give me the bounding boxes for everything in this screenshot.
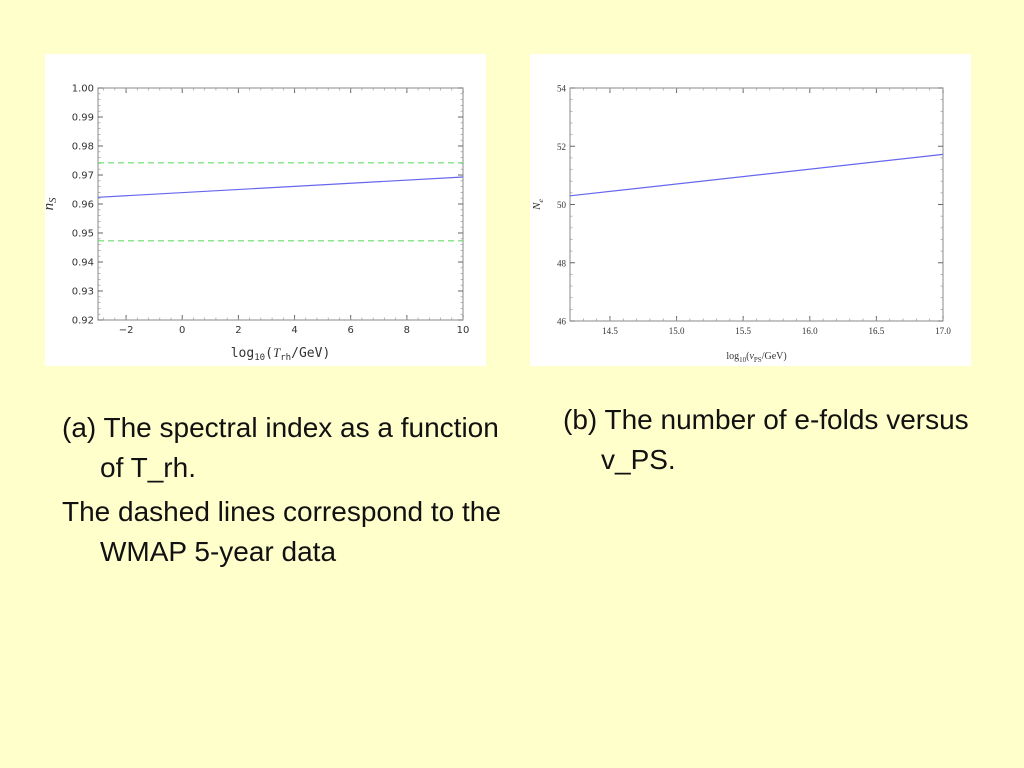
chart-a-y-axis-label: nS <box>45 197 59 211</box>
caption-b-title: (b) The number of e-folds versus v_PS. <box>563 404 969 475</box>
chart-a-y-tick-label: 0.98 <box>72 142 94 153</box>
chart-b-plot-frame <box>569 87 944 322</box>
chart-b-panel: 46 48 50 52 54 14.5 15.0 15.5 16.0 16.5 17.0 log10(… <box>530 54 971 366</box>
chart-b-series-line-0 <box>569 153 944 197</box>
chart-a-plot-frame <box>97 87 464 321</box>
chart-b-x-axis-label: log10(vPS/GeV) <box>726 351 786 364</box>
caption-a-note: The dashed lines correspond to the WMAP … <box>62 496 501 567</box>
chart-a-x-tick-label: 10 <box>457 325 470 336</box>
chart-b-y-tick-label: 50 <box>557 200 567 210</box>
chart-a-y-tick-label: 0.94 <box>72 258 94 269</box>
caption-b: (b) The number of e-folds versus v_PS. <box>563 400 983 480</box>
chart-b-x-tick-label: 16.5 <box>869 326 885 336</box>
chart-a-x-tick-label: 0 <box>179 325 185 336</box>
chart-b-x-tick-label: 14.5 <box>602 326 618 336</box>
chart-a-y-tick-label: 0.99 <box>72 113 94 124</box>
chart-a-x-tick-label: 2 <box>235 325 241 336</box>
chart-a-y-tick-label: 0.92 <box>72 316 94 327</box>
chart-a-y-tick-label: 0.95 <box>72 229 94 240</box>
chart-b-y-axis-label: Ne <box>531 199 545 211</box>
chart-a-y-tick-label: 1.00 <box>72 84 94 95</box>
chart-b-x-tick-label: 17.0 <box>935 326 951 336</box>
chart-a-series-line-0 <box>97 176 464 198</box>
chart-a-x-tick-label: 6 <box>348 325 354 336</box>
chart-a: 0.92 0.93 0.94 0.95 0.96 0.97 0.98 0.99 1.00 −2 0 2… <box>45 84 470 364</box>
chart-b-x-tick-label: 16.0 <box>802 326 818 336</box>
caption-a-title: (a) The spectral index as a function of … <box>62 412 499 483</box>
chart-a-x-tick-label: 8 <box>404 325 410 336</box>
chart-b: 46 48 50 52 54 14.5 15.0 15.5 16.0 16.5 17.0 log10(… <box>531 84 951 365</box>
chart-a-y-tick-label: 0.93 <box>72 287 94 298</box>
chart-a-x-tick-label: 4 <box>291 325 297 336</box>
chart-a-y-tick-label: 0.96 <box>72 200 94 211</box>
caption-a: (a) The spectral index as a function of … <box>62 408 502 572</box>
chart-a-x-tick-label: −2 <box>119 325 134 336</box>
chart-b-y-tick-label: 46 <box>557 317 567 327</box>
chart-b-x-tick-label: 15.5 <box>735 326 751 336</box>
chart-a-panel: 0.92 0.93 0.94 0.95 0.96 0.97 0.98 0.99 1.00 −2 0 2… <box>45 54 486 366</box>
chart-a-x-axis-label: log10(Trh/GeV) <box>231 345 331 363</box>
chart-b-x-tick-label: 15.0 <box>669 326 685 336</box>
chart-b-y-tick-label: 48 <box>557 258 567 268</box>
chart-a-y-tick-label: 0.97 <box>72 171 94 182</box>
chart-b-y-tick-label: 52 <box>557 142 566 152</box>
chart-b-y-tick-label: 54 <box>557 84 567 94</box>
